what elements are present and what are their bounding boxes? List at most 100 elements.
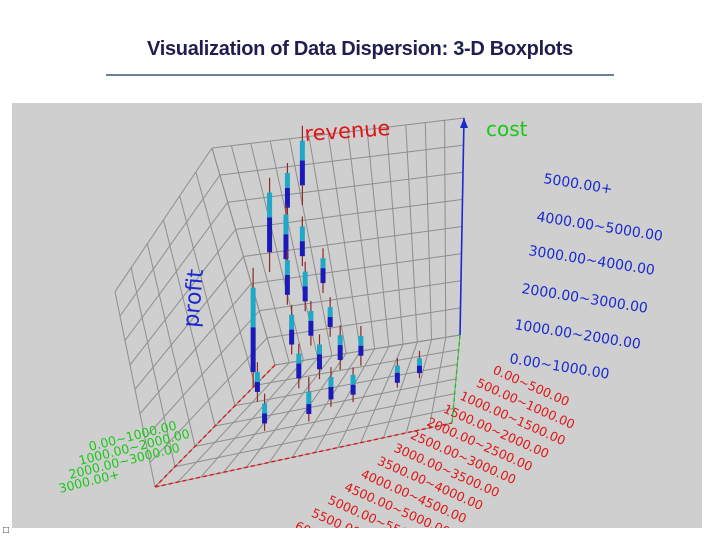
boxplot xyxy=(254,362,260,402)
boxplot-lower-box xyxy=(306,404,312,415)
cost-tick-label: 5000.00+ xyxy=(542,171,613,198)
boxplot-upper-box xyxy=(283,214,289,235)
floor-grid-line xyxy=(174,407,454,468)
back-grid-hline xyxy=(259,280,462,312)
boxplot xyxy=(328,367,334,407)
boxplot-lower-box xyxy=(254,382,260,392)
boxplot xyxy=(302,261,308,312)
boxplot-lower-box xyxy=(250,327,256,373)
side-grid-hline xyxy=(129,229,237,366)
boxplot-lower-box xyxy=(299,160,305,186)
boxplot xyxy=(416,350,422,379)
boxplot-upper-box xyxy=(254,372,260,383)
floor-grid-line xyxy=(274,334,461,366)
revenue-front-line xyxy=(154,422,453,488)
boxplot-lower-box xyxy=(262,413,268,424)
boxplot-lower-box xyxy=(296,363,302,379)
boxplots xyxy=(250,125,422,431)
boxplot-upper-box xyxy=(350,374,356,385)
boxplot-upper-box xyxy=(299,140,305,161)
side-grid-hline xyxy=(124,201,229,341)
boxplot-lower-box xyxy=(320,268,326,284)
back-grid-hline xyxy=(219,144,464,176)
boxplot-upper-box xyxy=(267,192,273,218)
boxplot-upper-box xyxy=(317,344,322,355)
boxplot xyxy=(337,325,343,370)
side-grid-hline xyxy=(134,256,244,390)
boxplot-upper-box xyxy=(296,353,302,364)
back-grid-hline xyxy=(211,117,465,149)
boxplot xyxy=(267,177,273,273)
boxplot-upper-box xyxy=(284,172,290,188)
floor-grid-line xyxy=(194,393,455,447)
boxplot-upper-box xyxy=(337,335,343,346)
boxplot xyxy=(296,343,302,389)
boxplot-lower-box xyxy=(289,329,295,345)
boxplot-3d-chart: revenue cost profit 5000.00+ 4000.00~5000… xyxy=(12,103,702,528)
revenue-axis-title: revenue xyxy=(304,116,391,146)
chart-canvas: revenue cost profit 5000.00+ 4000.00~5000… xyxy=(57,116,664,528)
boxplot-lower-box xyxy=(394,372,400,383)
title-divider xyxy=(106,74,614,76)
boxplot-lower-box xyxy=(317,354,322,370)
boxplot-upper-box xyxy=(308,310,314,321)
boxplot-upper-box xyxy=(306,391,312,405)
boxplot-lower-box xyxy=(350,384,356,395)
axis-labels: revenue cost profit xyxy=(179,116,528,328)
back-wall-grid xyxy=(211,117,465,366)
boxplot xyxy=(299,216,305,267)
profit-axis-arrow xyxy=(460,118,468,128)
boxplot-lower-box xyxy=(337,345,343,361)
boxplot-upper-box xyxy=(416,358,422,366)
boxplot-upper-box xyxy=(299,226,305,242)
boxplot-upper-box xyxy=(250,287,256,328)
boxplot-upper-box xyxy=(262,403,268,414)
boxplot-lower-box xyxy=(284,274,290,295)
back-grid-hline xyxy=(227,171,464,203)
cost-tick-labels: 5000.00+ 4000.00~5000.003000.00~4000.0020… xyxy=(508,171,663,383)
boxplot xyxy=(308,301,314,346)
boxplot-upper-box xyxy=(302,271,308,287)
cost-tick-label: 2000.00~3000.00 xyxy=(520,281,648,317)
cost-tick-label: 3000.00~4000.00 xyxy=(527,243,655,279)
boxplot xyxy=(284,250,290,305)
boxplot-upper-box xyxy=(289,314,295,330)
boxplot-upper-box xyxy=(284,260,290,275)
boxplot-lower-box xyxy=(328,386,334,400)
boxplot-lower-box xyxy=(416,365,422,374)
boxplot-lower-box xyxy=(302,286,308,302)
boxplot xyxy=(250,267,256,387)
boxplot-upper-box xyxy=(327,307,333,318)
boxplot-upper-box xyxy=(358,335,364,346)
boxplot-upper-box xyxy=(320,258,326,269)
side-grid-hline xyxy=(139,283,252,415)
cost-tick-label: 4000.00~5000.00 xyxy=(535,209,663,245)
back-grid-hline xyxy=(243,226,463,257)
boxplot xyxy=(320,248,326,293)
boxplot-lower-box xyxy=(308,320,314,336)
boxplot-upper-box xyxy=(328,377,334,387)
cost-tick-label: 1000.00~2000.00 xyxy=(513,317,641,353)
boxplot-lower-box xyxy=(299,241,305,257)
back-grid-hline xyxy=(235,198,463,230)
profit-axis-title: profit xyxy=(179,268,209,329)
boxplot-lower-box xyxy=(327,317,333,327)
boxplot-lower-box xyxy=(283,234,289,260)
cost-axis-title: cost xyxy=(486,117,528,141)
boxplot xyxy=(358,325,364,366)
boxplot xyxy=(262,393,268,431)
floor-grid-line xyxy=(254,349,459,386)
boxplot xyxy=(299,125,305,206)
side-grid-hline xyxy=(114,147,213,292)
back-grid-hline xyxy=(267,307,461,339)
boxplot xyxy=(350,367,356,403)
floor-grid-line xyxy=(214,378,457,427)
boxplot xyxy=(284,163,290,223)
boxplot xyxy=(317,334,322,380)
boxplot xyxy=(306,376,312,422)
boxplot-lower-box xyxy=(267,217,273,253)
cost-axis-line xyxy=(451,334,461,424)
corner-glyph: □ xyxy=(3,525,10,536)
side-grid-hline xyxy=(149,337,268,463)
boxplot xyxy=(289,304,295,355)
